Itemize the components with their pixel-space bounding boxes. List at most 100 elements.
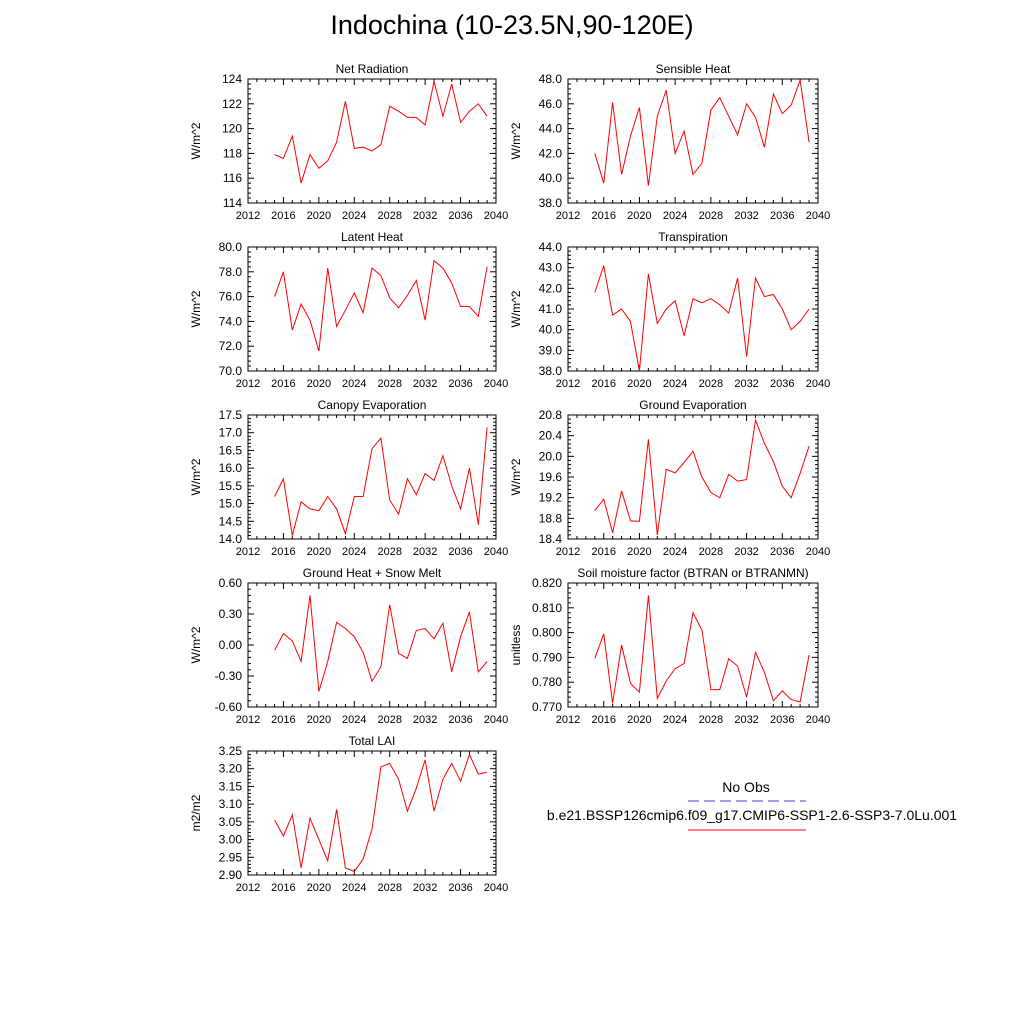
data-point bbox=[318, 351, 319, 352]
data-point bbox=[800, 701, 801, 702]
y-tick-label: 40.0 bbox=[539, 323, 563, 337]
x-tick-label: 2028 bbox=[377, 210, 401, 222]
panel-title: Net Radiation bbox=[336, 62, 409, 76]
y-tick-label: 74.0 bbox=[219, 314, 243, 328]
data-point bbox=[478, 671, 479, 672]
data-point bbox=[612, 102, 613, 103]
x-tick-label: 2024 bbox=[342, 378, 366, 390]
x-tick-label: 2036 bbox=[448, 378, 472, 390]
data-point bbox=[460, 636, 461, 637]
data-point bbox=[389, 106, 390, 107]
data-point bbox=[433, 811, 434, 812]
y-tick-label: 120 bbox=[222, 122, 242, 136]
y-axis-label: W/m^2 bbox=[189, 290, 203, 327]
data-point bbox=[621, 174, 622, 175]
x-tick-label: 2032 bbox=[734, 210, 758, 222]
data-point bbox=[800, 473, 801, 474]
data-point bbox=[389, 499, 390, 500]
data-point bbox=[425, 124, 426, 125]
x-tick-label: 2016 bbox=[591, 714, 615, 726]
y-tick-label: 0.820 bbox=[532, 576, 562, 590]
data-point bbox=[630, 683, 631, 684]
series-line bbox=[274, 259, 488, 352]
plot-frame bbox=[247, 750, 497, 876]
x-tick-label: 2020 bbox=[627, 210, 651, 222]
x-tick-label: 2032 bbox=[734, 546, 758, 558]
data-point bbox=[746, 696, 747, 697]
x-tick-label: 2012 bbox=[556, 210, 580, 222]
data-point bbox=[442, 116, 443, 117]
data-point bbox=[389, 763, 390, 764]
x-tick-label: 2028 bbox=[377, 378, 401, 390]
data-point bbox=[407, 811, 408, 812]
x-tick-label: 2032 bbox=[413, 546, 437, 558]
data-point bbox=[737, 665, 738, 666]
data-point bbox=[363, 312, 364, 313]
data-point bbox=[710, 109, 711, 110]
data-point bbox=[442, 455, 443, 456]
x-tick-label: 2016 bbox=[591, 378, 615, 390]
data-point bbox=[425, 759, 426, 760]
x-tick-label: 2028 bbox=[377, 714, 401, 726]
data-point bbox=[354, 292, 355, 293]
y-tick-label: 20.4 bbox=[539, 429, 563, 443]
y-tick-label: 0.770 bbox=[532, 700, 562, 714]
y-tick-label: 19.2 bbox=[539, 491, 563, 505]
x-tick-label: 2016 bbox=[271, 378, 295, 390]
data-point bbox=[309, 595, 310, 596]
data-point bbox=[318, 839, 319, 840]
x-tick-label: 2020 bbox=[627, 546, 651, 558]
series-line bbox=[594, 418, 810, 535]
data-point bbox=[292, 135, 293, 136]
y-tick-label: 70.0 bbox=[219, 364, 243, 378]
data-point bbox=[728, 658, 729, 659]
x-tick-label: 2024 bbox=[342, 714, 366, 726]
data-point bbox=[603, 633, 604, 634]
data-point bbox=[389, 297, 390, 298]
data-point bbox=[791, 699, 792, 700]
data-point bbox=[301, 183, 302, 184]
y-tick-label: 3.15 bbox=[219, 779, 243, 793]
y-axis-label: W/m^2 bbox=[509, 458, 523, 495]
data-point bbox=[345, 628, 346, 629]
data-point bbox=[398, 779, 399, 780]
data-point bbox=[345, 533, 346, 534]
x-tick-label: 2036 bbox=[770, 378, 794, 390]
plot-frame bbox=[247, 246, 497, 372]
data-point bbox=[755, 652, 756, 653]
x-tick-label: 2028 bbox=[699, 378, 723, 390]
x-tick-label: 2036 bbox=[448, 882, 472, 894]
data-point bbox=[639, 107, 640, 108]
data-point bbox=[442, 267, 443, 268]
x-tick-label: 2024 bbox=[342, 210, 366, 222]
y-axis-label: W/m^2 bbox=[509, 122, 523, 159]
x-tick-label: 2012 bbox=[236, 378, 260, 390]
x-tick-label: 2040 bbox=[806, 714, 830, 726]
data-point bbox=[764, 672, 765, 673]
x-tick-label: 2040 bbox=[484, 378, 508, 390]
data-point bbox=[737, 134, 738, 135]
data-point bbox=[469, 468, 470, 469]
y-tick-label: 42.0 bbox=[539, 146, 563, 160]
x-tick-label: 2040 bbox=[806, 378, 830, 390]
x-tick-label: 2032 bbox=[734, 714, 758, 726]
data-point bbox=[487, 427, 488, 428]
series-line bbox=[274, 427, 488, 536]
data-point bbox=[371, 267, 372, 268]
data-point bbox=[301, 867, 302, 868]
x-tick-label: 2012 bbox=[556, 378, 580, 390]
data-point bbox=[478, 316, 479, 317]
data-point bbox=[657, 116, 658, 117]
x-tick-label: 2028 bbox=[699, 210, 723, 222]
data-point bbox=[657, 534, 658, 535]
data-point bbox=[719, 497, 720, 498]
y-tick-label: 118 bbox=[223, 146, 242, 160]
data-point bbox=[380, 144, 381, 145]
data-point bbox=[594, 658, 595, 659]
panel-title: Canopy Evaporation bbox=[318, 398, 427, 412]
plot-frame bbox=[567, 78, 819, 204]
data-point bbox=[737, 277, 738, 278]
data-point bbox=[603, 499, 604, 500]
data-point bbox=[755, 277, 756, 278]
data-point bbox=[764, 296, 765, 297]
